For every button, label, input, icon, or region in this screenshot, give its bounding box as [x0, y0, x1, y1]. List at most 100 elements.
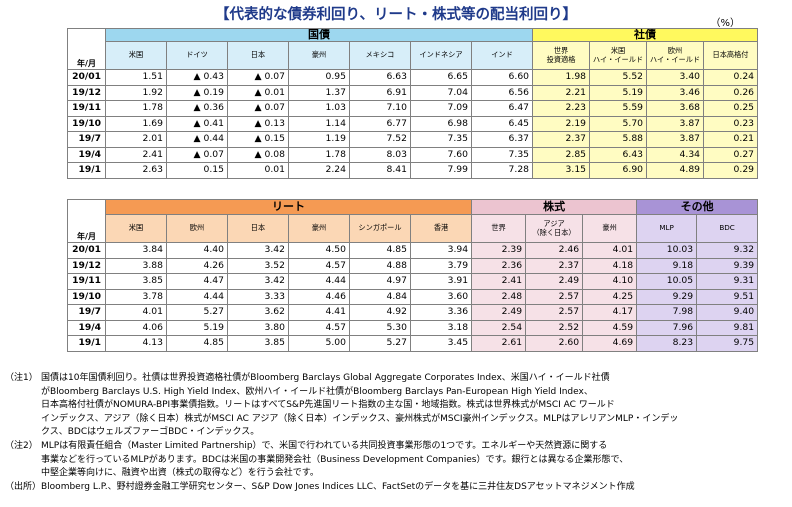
row-label: 19/4	[67, 146, 106, 164]
table-cell: 2.19	[532, 115, 591, 133]
column-header: 豪州	[288, 214, 350, 243]
column-header: 欧州 ハイ・イールド	[646, 41, 705, 71]
footnote: （注1） 国債は10年国債利回り。社債は世界投資適格社債がBloomberg Ba…	[5, 372, 789, 440]
table-cell: 4.69	[582, 335, 638, 352]
table-row: 19/10 1.69 ▲ 0.41 ▲ 0.13 1.14 6.77 6.98 6.45 2.1…	[67, 115, 759, 133]
row-label: 19/1	[67, 335, 106, 352]
table-cell: 1.69	[105, 115, 167, 133]
table-cell: 7.99	[410, 162, 472, 179]
table-cell: 2.46	[525, 242, 584, 259]
table-cell: 5.19	[166, 319, 228, 336]
table-row: 19/4 4.06 5.19 3.80 4.57 5.30 3.18 2.54 2.52 4.59…	[67, 319, 759, 336]
table-cell: ▲ 0.41	[166, 115, 228, 133]
table-cell: 7.96	[636, 319, 698, 336]
row-label: 19/12	[67, 84, 106, 102]
table-cell: 6.77	[349, 115, 411, 133]
footnote-line: 国債は10年国債利回り。社債は世界投資適格社債がBloomberg Barcla…	[41, 373, 610, 383]
table-cell: ▲ 0.43	[166, 69, 228, 86]
table-cell: 0.23	[703, 115, 759, 133]
table-cell: 7.52	[349, 131, 411, 148]
table-cell: 4.50	[288, 242, 350, 259]
table-cell: 0.26	[703, 84, 759, 102]
group-header-govt-bonds: 国債	[104, 27, 534, 43]
table-cell: 3.36	[409, 304, 473, 321]
column-header: 米国	[105, 41, 167, 71]
table-cell: 2.52	[525, 319, 584, 336]
table-cell: 0.15	[166, 162, 228, 179]
row-label: 19/12	[67, 257, 106, 274]
table-cell: 5.00	[288, 335, 350, 352]
table-cell: 2.37	[525, 257, 584, 274]
table-row: 19/11 3.85 4.47 3.42 4.44 4.97 3.91 2.41 2.49 4.1…	[67, 273, 759, 290]
column-header: インドネシア	[410, 41, 472, 71]
table-cell: 5.70	[589, 115, 648, 133]
row-label: 19/11	[67, 273, 106, 290]
table-cell: 9.39	[696, 257, 759, 274]
column-header: 豪州	[288, 41, 350, 71]
table-cell: 1.14	[288, 115, 350, 133]
table-cell: ▲ 0.07	[227, 69, 289, 86]
table-row: 19/7 2.01 ▲ 0.44 ▲ 0.15 1.19 7.52 7.35 6.37 2.37…	[67, 131, 759, 148]
column-header: 世界 投資適格	[532, 41, 591, 71]
table-cell: 4.13	[105, 335, 167, 352]
table-row: 19/4 2.41 ▲ 0.07 ▲ 0.08 1.78 8.03 7.60 7.35 2.85…	[67, 146, 759, 164]
group-header-other: その他	[636, 199, 759, 215]
table-cell: 8.23	[636, 335, 698, 352]
table-cell: 5.59	[589, 100, 648, 117]
table-cell: ▲ 0.07	[166, 146, 228, 164]
table-cell: 5.27	[349, 335, 411, 352]
table-cell: 2.57	[525, 288, 584, 305]
table-cell: 4.85	[349, 242, 411, 259]
footnote-line: がBloomberg Barclays U.S. High Yield Inde…	[41, 386, 593, 397]
group-header-corp-bonds: 社債	[532, 27, 759, 43]
footnote-line: インデックス、アジア（除く日本）株式がMSCI AC アジア（除く日本）インデッ…	[41, 413, 679, 424]
table-cell: ▲ 0.44	[166, 131, 228, 148]
table-cell: ▲ 0.13	[227, 115, 289, 133]
table-cell: 7.10	[349, 100, 411, 117]
table-cell: 4.84	[349, 288, 411, 305]
group-header-equity: 株式	[471, 199, 638, 215]
table-cell: 2.57	[525, 304, 584, 321]
column-header: インド	[470, 41, 534, 71]
column-header: 日本高格付	[703, 41, 759, 71]
row-label: 19/4	[67, 319, 106, 336]
table-row: 20/01 3.84 4.40 3.42 4.50 4.85 3.94 2.39 2.46 4.0…	[67, 242, 759, 259]
table-cell: 7.35	[470, 146, 534, 164]
table-cell: 4.44	[288, 273, 350, 290]
table-cell: 3.85	[105, 273, 167, 290]
table-cell: 6.90	[589, 162, 648, 179]
table-cell: 1.78	[288, 146, 350, 164]
table-cell: 10.03	[636, 242, 698, 259]
table-cell: 5.88	[589, 131, 648, 148]
footnote-line: クス、BDCはウェルズファーゴBDC・インデックス。	[41, 427, 260, 438]
table-cell: 9.31	[696, 273, 759, 290]
table-row: 19/1 4.13 4.85 3.85 5.00 5.27 3.45 2.61 2.60 4.69…	[67, 335, 759, 352]
table-cell: ▲ 0.01	[227, 84, 289, 102]
table-cell: 2.48	[471, 288, 527, 305]
table-cell: 1.37	[288, 84, 350, 102]
table-cell: 2.24	[288, 162, 350, 179]
table-cell: 0.95	[288, 69, 350, 86]
table-cell: 6.65	[410, 69, 472, 86]
column-header: アジア （除く日本）	[525, 214, 584, 243]
table-cell: 3.33	[227, 288, 289, 305]
table-cell: 8.41	[349, 162, 411, 179]
footnote-line: 事業などを行っているMLPがあります。BDCは米国の事業開発会社（Busines…	[41, 454, 629, 465]
footnote: （出所） Bloomberg L.P.、野村證券金融工学研究センター、S&P Do…	[5, 481, 789, 495]
table-cell: 4.26	[166, 257, 228, 274]
table-cell: 2.21	[532, 84, 591, 102]
table-cell: ▲ 0.36	[166, 100, 228, 117]
row-label: 19/11	[67, 100, 106, 117]
table-cell: 1.19	[288, 131, 350, 148]
table-row: 19/12 3.88 4.26 3.52 4.57 4.88 3.79 2.36 2.37 4.1…	[67, 257, 759, 274]
table-cell: 1.78	[105, 100, 167, 117]
table-cell: 1.03	[288, 100, 350, 117]
table-cell: 6.43	[589, 146, 648, 164]
table-cell: 9.32	[696, 242, 759, 259]
table-cell: 2.36	[471, 257, 527, 274]
column-header: 米国 ハイ・イールド	[589, 41, 648, 71]
table-cell: 3.87	[646, 115, 705, 133]
table-cell: 2.54	[471, 319, 527, 336]
table-cell: 3.15	[532, 162, 591, 179]
row-label: 19/10	[67, 288, 106, 305]
